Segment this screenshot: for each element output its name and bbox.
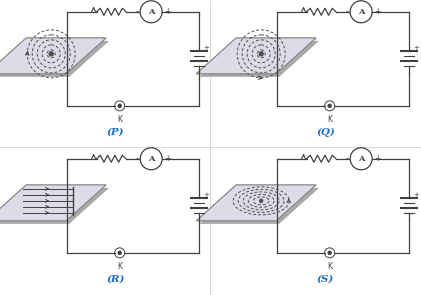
Text: -: - <box>135 154 138 163</box>
Text: +: + <box>164 154 171 163</box>
Circle shape <box>140 148 162 170</box>
Text: +: + <box>413 45 419 51</box>
Circle shape <box>140 1 162 23</box>
Text: +: + <box>374 7 381 16</box>
Circle shape <box>259 52 263 56</box>
Text: +: + <box>203 45 209 51</box>
Text: -: - <box>135 7 138 16</box>
Text: +: + <box>374 154 381 163</box>
Text: K: K <box>327 115 332 124</box>
Text: -: - <box>345 154 348 163</box>
Text: +: + <box>413 192 419 199</box>
Text: A: A <box>358 155 365 163</box>
Polygon shape <box>0 41 109 77</box>
Circle shape <box>49 52 53 56</box>
Circle shape <box>328 251 331 254</box>
Text: K: K <box>117 262 122 271</box>
Text: -: - <box>345 7 348 16</box>
Text: +: + <box>203 192 209 199</box>
Text: (R): (R) <box>106 275 125 284</box>
Text: A: A <box>148 8 155 16</box>
Text: K: K <box>327 262 332 271</box>
Text: (Q): (Q) <box>316 128 335 137</box>
Polygon shape <box>196 185 316 221</box>
Polygon shape <box>199 41 319 77</box>
Text: A: A <box>358 8 365 16</box>
Polygon shape <box>0 38 106 74</box>
Circle shape <box>118 104 121 107</box>
Polygon shape <box>0 188 109 224</box>
Circle shape <box>260 199 263 202</box>
Circle shape <box>118 251 121 254</box>
Circle shape <box>350 148 372 170</box>
Text: (S): (S) <box>317 275 334 284</box>
Text: (P): (P) <box>107 128 124 137</box>
Circle shape <box>328 104 331 107</box>
Text: +: + <box>164 7 171 16</box>
Polygon shape <box>199 188 319 224</box>
Polygon shape <box>196 38 316 74</box>
Text: A: A <box>148 155 155 163</box>
Circle shape <box>350 1 372 23</box>
Polygon shape <box>0 185 106 221</box>
Text: K: K <box>117 115 122 124</box>
